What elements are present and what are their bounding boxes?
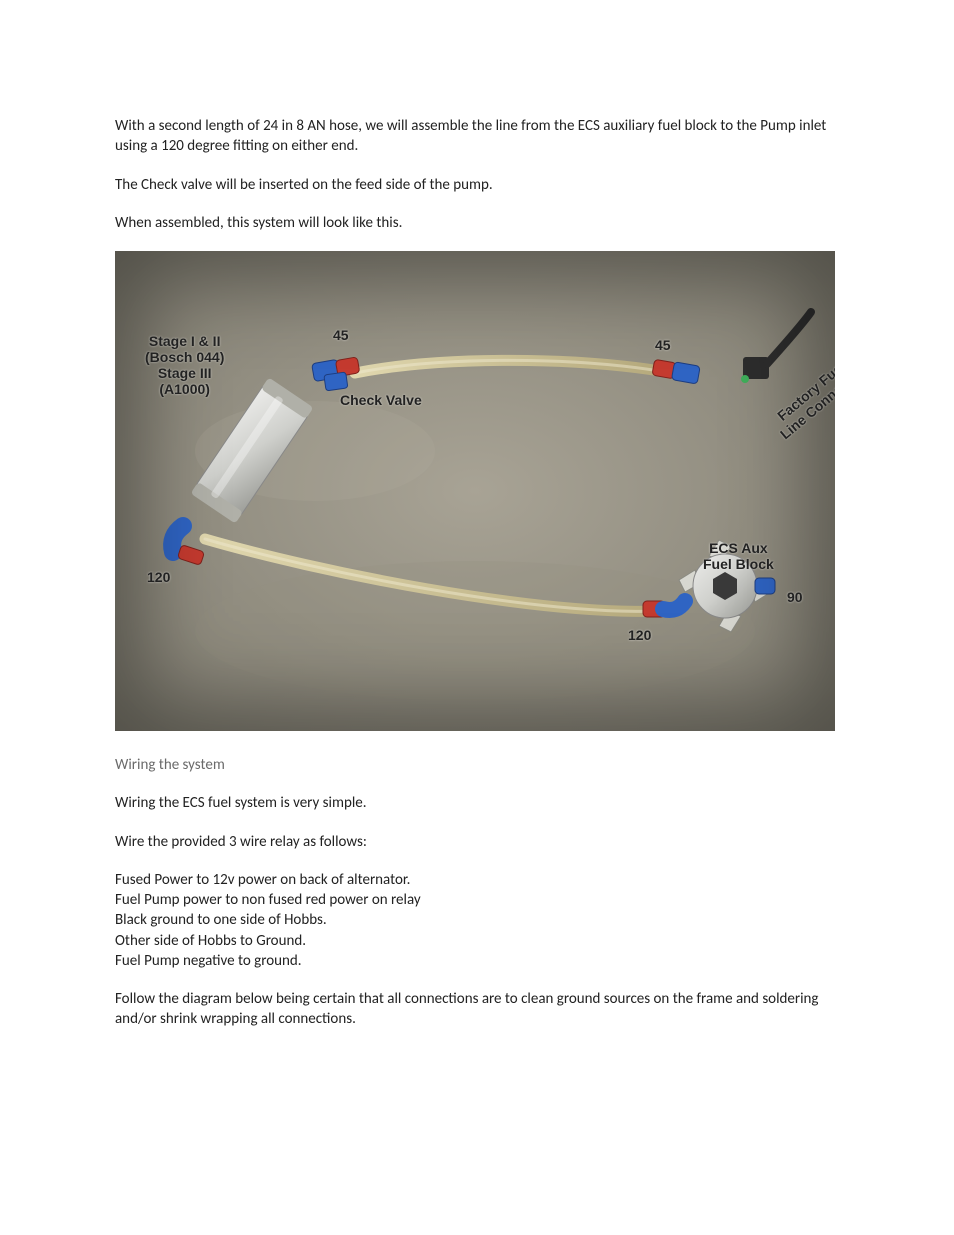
wiring-step: Fuel Pump negative to ground. — [115, 951, 839, 971]
wiring-step: Other side of Hobbs to Ground. — [115, 931, 839, 951]
paragraph-wiring-relay-intro: Wire the provided 3 wire relay as follow… — [115, 832, 839, 852]
wiring-step: Fused Power to 12v power on back of alte… — [115, 870, 839, 890]
figure-label-block: ECS Aux Fuel Block — [703, 540, 774, 572]
paragraph-wiring-simple: Wiring the ECS fuel system is very simpl… — [115, 793, 839, 813]
paragraph-check-valve: The Check valve will be inserted on the … — [115, 175, 839, 195]
figure-label-pump-l3: Stage III — [158, 365, 212, 381]
figure-label-block-l2: Fuel Block — [703, 556, 774, 572]
figure-label-check-valve: Check Valve — [340, 392, 422, 408]
wiring-step: Black ground to one side of Hobbs. — [115, 910, 839, 930]
paragraph-hose-assembly: With a second length of 24 in 8 AN hose,… — [115, 116, 839, 157]
paragraph-assembled-intro: When assembled, this system will look li… — [115, 213, 839, 233]
figure-label-pump-l4: (A1000) — [159, 381, 210, 397]
figure-label-45-right: 45 — [655, 337, 671, 353]
wiring-step: Fuel Pump power to non fused red power o… — [115, 890, 839, 910]
figure-label-block-l1: ECS Aux — [709, 540, 768, 556]
figure-label-45-left: 45 — [333, 327, 349, 343]
paragraph-follow-diagram: Follow the diagram below being certain t… — [115, 989, 839, 1030]
heading-wiring: Wiring the system — [115, 755, 839, 775]
figure-label-pump-l1: Stage I & II — [149, 333, 221, 349]
figure-label-120-right: 120 — [628, 627, 651, 643]
assembly-photo: Stage I & II (Bosch 044) Stage III (A100… — [115, 251, 835, 731]
wiring-instruction-list: Fused Power to 12v power on back of alte… — [115, 870, 839, 971]
figure-label-120-left: 120 — [147, 569, 170, 585]
document-page: With a second length of 24 in 8 AN hose,… — [0, 0, 954, 1235]
figure-label-pump-l2: (Bosch 044) — [145, 349, 224, 365]
figure-label-pump: Stage I & II (Bosch 044) Stage III (A100… — [145, 333, 224, 397]
figure-label-90: 90 — [787, 589, 803, 605]
assembly-svg — [115, 251, 835, 731]
